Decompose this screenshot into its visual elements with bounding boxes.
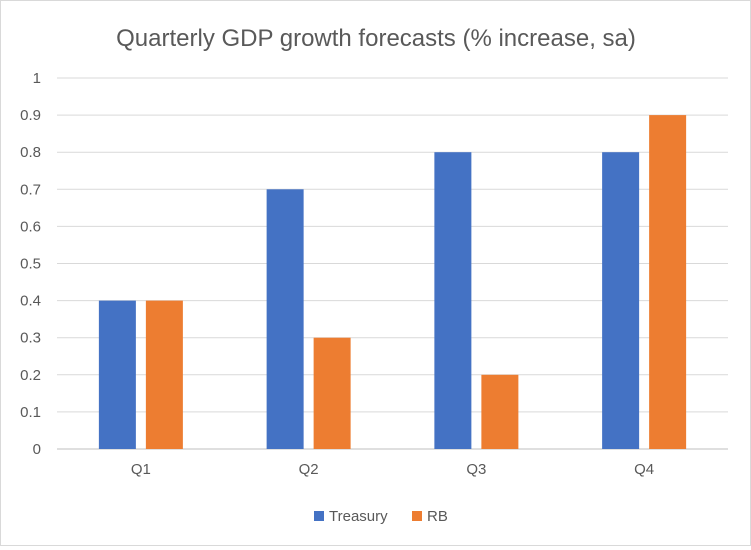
- bar-treasury-q1: [98, 300, 136, 449]
- bar-rb-q1: [145, 300, 183, 449]
- y-tick-label: 0.3: [20, 330, 41, 347]
- legend-swatch-rb: [412, 511, 422, 521]
- x-axis-tick-labels: Q1 Q2 Q3 Q4: [131, 461, 654, 478]
- y-axis-tick-labels: 0 0.1 0.2 0.3 0.4 0.5 0.6 0.7 0.8 0.9 1: [20, 70, 41, 458]
- y-tick-label: 0.1: [20, 404, 41, 421]
- y-tick-label: 0.7: [20, 181, 41, 198]
- x-tick-label: Q3: [466, 461, 486, 478]
- legend-label-rb: RB: [427, 508, 448, 525]
- chart-title: Quarterly GDP growth forecasts (% increa…: [116, 25, 636, 52]
- y-tick-label: 0.5: [20, 256, 41, 273]
- bar-rb-q3: [481, 374, 519, 449]
- y-tick-label: 0.4: [20, 293, 41, 310]
- x-tick-label: Q1: [131, 461, 151, 478]
- y-tick-label: 0.9: [20, 107, 41, 124]
- y-tick-label: 0: [33, 441, 41, 458]
- legend-label-treasury: Treasury: [329, 508, 388, 525]
- y-tick-label: 1: [33, 70, 41, 87]
- x-tick-label: Q2: [299, 461, 319, 478]
- bar-treasury-q3: [434, 152, 472, 449]
- bar-rb-q2: [313, 337, 351, 449]
- legend: Treasury RB: [314, 508, 448, 525]
- bars: [98, 115, 687, 450]
- legend-swatch-treasury: [314, 511, 324, 521]
- y-tick-label: 0.2: [20, 367, 41, 384]
- y-tick-label: 0.6: [20, 218, 41, 235]
- bar-treasury-q4: [602, 152, 640, 449]
- bar-rb-q4: [649, 115, 687, 449]
- x-tick-label: Q4: [634, 461, 654, 478]
- bar-treasury-q2: [266, 189, 304, 450]
- y-tick-label: 0.8: [20, 144, 41, 161]
